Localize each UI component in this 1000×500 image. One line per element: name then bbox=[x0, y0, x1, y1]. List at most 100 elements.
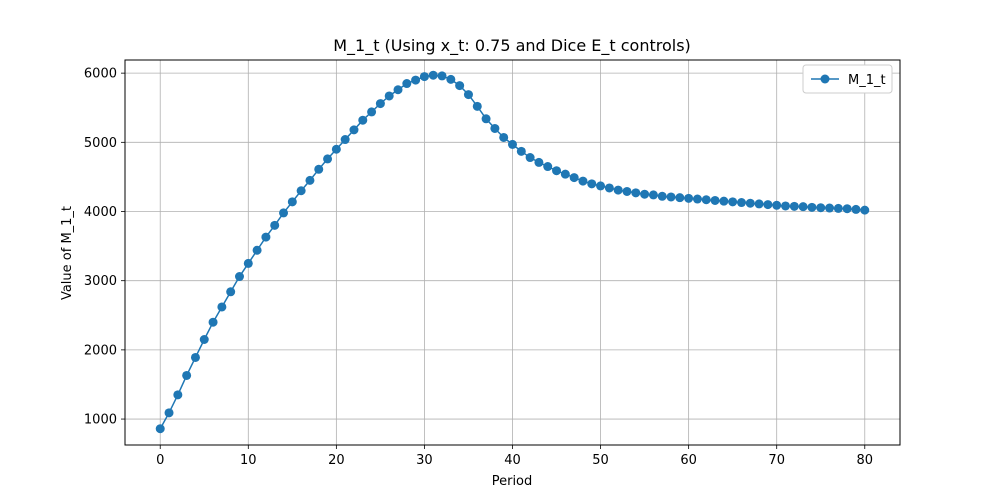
data-point bbox=[710, 195, 720, 205]
y-tick-label: 2000 bbox=[84, 343, 117, 358]
data-point bbox=[349, 125, 359, 135]
data-point bbox=[798, 202, 808, 212]
ticks: 0 10 20 30 40 50 60 70 80 1000 2000 3000 4000 5000 600… bbox=[84, 67, 873, 468]
data-point bbox=[331, 144, 341, 154]
y-tick-label: 6000 bbox=[84, 67, 117, 82]
data-point bbox=[701, 195, 711, 205]
x-tick-label: 60 bbox=[680, 453, 697, 468]
data-point bbox=[772, 200, 782, 210]
data-point bbox=[305, 175, 315, 185]
data-point bbox=[287, 197, 297, 207]
data-point bbox=[411, 75, 421, 85]
legend-box bbox=[802, 64, 893, 94]
data-point bbox=[243, 258, 253, 268]
data-point bbox=[261, 232, 271, 242]
data-point bbox=[640, 189, 650, 199]
data-point bbox=[437, 71, 447, 81]
data-point bbox=[736, 198, 746, 208]
y-tick-label: 5000 bbox=[84, 136, 117, 151]
x-tick-label: 20 bbox=[328, 453, 345, 468]
data-point bbox=[684, 193, 694, 203]
data-point bbox=[508, 139, 517, 149]
series-layer bbox=[155, 70, 870, 434]
data-point bbox=[234, 272, 244, 282]
data-point bbox=[463, 90, 473, 100]
data-point bbox=[825, 203, 835, 213]
data-point bbox=[525, 153, 535, 163]
data-point bbox=[807, 202, 817, 212]
data-point bbox=[367, 107, 377, 117]
data-point bbox=[763, 200, 773, 210]
x-tick-label: 70 bbox=[768, 453, 785, 468]
data-point bbox=[578, 176, 588, 186]
data-point bbox=[587, 179, 597, 189]
data-point bbox=[543, 162, 553, 172]
data-point bbox=[622, 186, 632, 196]
data-point bbox=[384, 91, 394, 101]
data-point bbox=[472, 101, 482, 111]
data-point bbox=[789, 201, 799, 211]
data-point bbox=[446, 74, 456, 84]
legend: M_1_t bbox=[802, 64, 893, 94]
data-point bbox=[552, 166, 562, 176]
legend-marker-icon bbox=[820, 74, 830, 84]
data-point bbox=[569, 173, 579, 183]
data-point bbox=[340, 135, 350, 145]
data-point bbox=[781, 201, 791, 211]
data-point bbox=[860, 205, 870, 215]
x-axis-label: Period bbox=[492, 474, 533, 489]
data-point bbox=[499, 132, 509, 142]
data-point bbox=[155, 424, 165, 434]
data-point bbox=[560, 169, 570, 179]
data-point bbox=[842, 204, 852, 214]
data-point bbox=[402, 79, 412, 89]
legend-label: M_1_t bbox=[848, 73, 886, 88]
x-tick-label: 0 bbox=[156, 453, 164, 468]
data-point bbox=[754, 199, 764, 209]
x-tick-label: 30 bbox=[416, 453, 433, 468]
data-point bbox=[226, 287, 236, 297]
data-point bbox=[375, 99, 385, 109]
x-tick-label: 50 bbox=[592, 453, 609, 468]
y-tick-label: 1000 bbox=[84, 413, 117, 428]
data-point bbox=[190, 352, 200, 362]
data-point bbox=[719, 196, 729, 206]
data-point bbox=[728, 197, 738, 207]
x-tick-label: 80 bbox=[856, 453, 873, 468]
data-point bbox=[419, 72, 429, 82]
data-point bbox=[481, 114, 491, 124]
data-point bbox=[199, 334, 209, 344]
data-point bbox=[279, 208, 289, 218]
data-point bbox=[182, 370, 192, 380]
data-point bbox=[851, 204, 861, 214]
y-tick-label: 4000 bbox=[84, 205, 117, 220]
data-point bbox=[323, 154, 333, 164]
data-point bbox=[208, 317, 218, 327]
y-tick-label: 3000 bbox=[84, 274, 117, 289]
data-point bbox=[173, 390, 183, 400]
chart-title: M_1_t (Using x_t: 0.75 and Dice E_t cont… bbox=[333, 36, 691, 56]
data-point bbox=[692, 194, 702, 204]
data-point bbox=[296, 186, 306, 196]
data-point bbox=[833, 203, 843, 213]
data-point bbox=[217, 302, 227, 312]
x-tick-label: 40 bbox=[504, 453, 521, 468]
data-point bbox=[745, 198, 755, 208]
data-point bbox=[490, 123, 500, 133]
data-point bbox=[604, 183, 614, 193]
x-tick-label: 10 bbox=[240, 453, 257, 468]
data-point bbox=[393, 85, 403, 95]
data-point bbox=[164, 408, 174, 418]
data-point bbox=[596, 181, 606, 191]
data-point bbox=[516, 146, 526, 156]
data-point bbox=[631, 188, 641, 198]
data-point bbox=[455, 81, 465, 91]
data-point bbox=[534, 157, 544, 167]
data-point bbox=[675, 193, 685, 203]
data-point bbox=[314, 164, 324, 174]
data-point bbox=[358, 115, 368, 125]
data-point bbox=[252, 245, 262, 255]
data-point bbox=[428, 70, 438, 80]
data-point bbox=[657, 191, 667, 201]
